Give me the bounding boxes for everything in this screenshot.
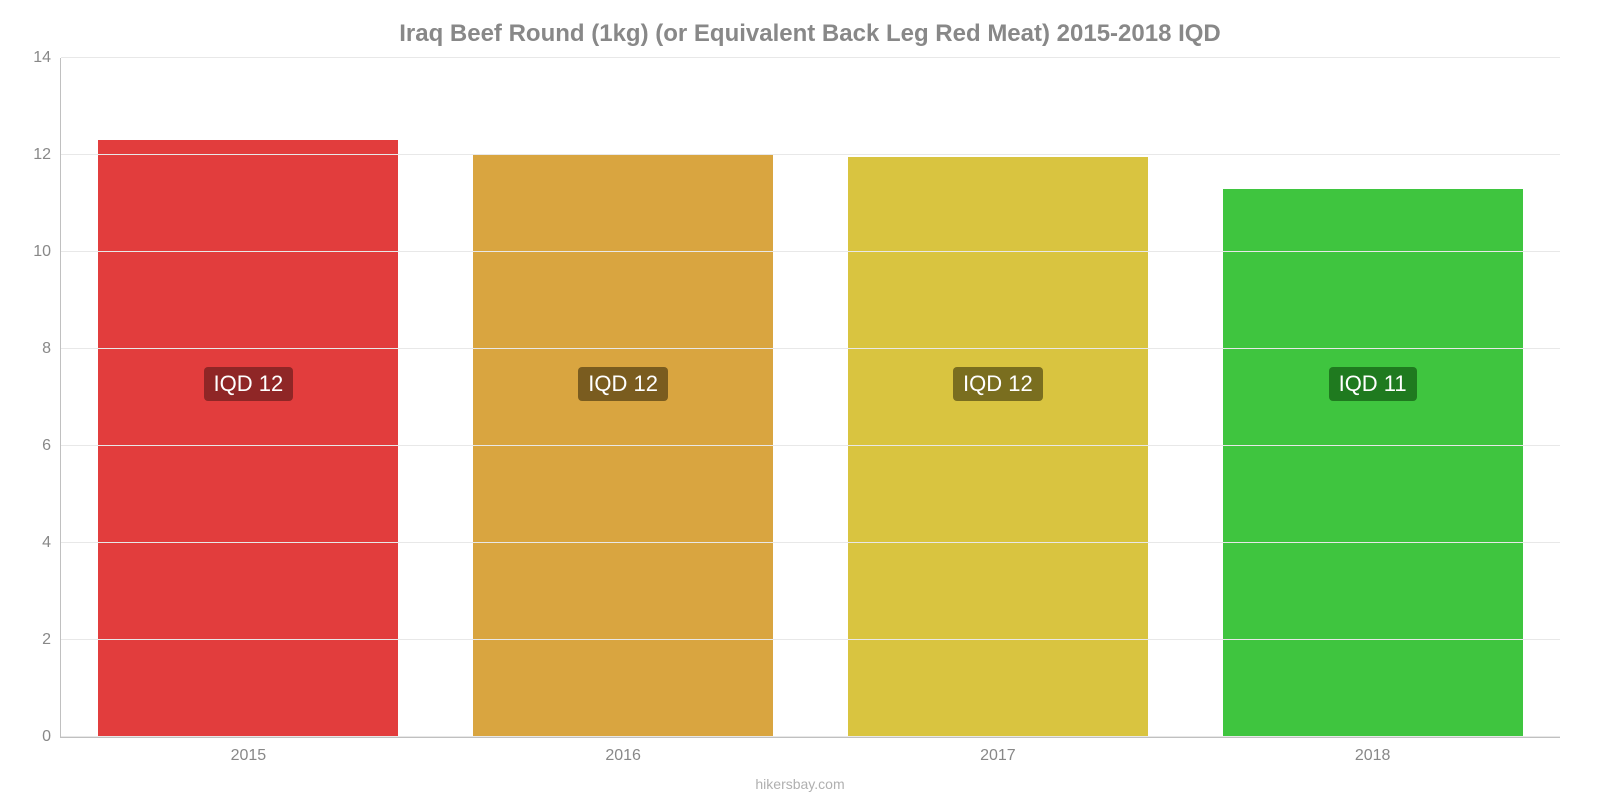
gridline: [61, 251, 1560, 252]
bar-slot: IQD 112018: [1185, 58, 1560, 737]
xtick-label: 2017: [980, 737, 1016, 765]
plot-area: IQD 122015IQD 122016IQD 122017IQD 112018…: [60, 58, 1560, 738]
ytick-label: 4: [42, 534, 61, 552]
bar: IQD 12: [848, 157, 1148, 737]
gridline: [61, 154, 1560, 155]
bar: IQD 11: [1223, 189, 1523, 737]
bar-value-label: IQD 12: [204, 367, 294, 401]
bar-value-label: IQD 11: [1329, 367, 1417, 401]
gridline: [61, 348, 1560, 349]
gridline: [61, 57, 1560, 58]
xtick-label: 2018: [1355, 737, 1391, 765]
gridline: [61, 736, 1560, 737]
chart-container: Iraq Beef Round (1kg) (or Equivalent Bac…: [0, 0, 1600, 800]
xtick-label: 2016: [605, 737, 641, 765]
ytick-label: 8: [42, 340, 61, 358]
ytick-label: 12: [33, 146, 61, 164]
bar-value-label: IQD 12: [953, 367, 1043, 401]
xtick-label: 2015: [231, 737, 267, 765]
ytick-label: 0: [42, 728, 61, 746]
ytick-label: 2: [42, 631, 61, 649]
bar-slot: IQD 122017: [811, 58, 1186, 737]
ytick-label: 6: [42, 437, 61, 455]
bar-value-label: IQD 12: [578, 367, 668, 401]
chart-title: Iraq Beef Round (1kg) (or Equivalent Bac…: [60, 20, 1560, 58]
bar: IQD 12: [473, 155, 773, 737]
ytick-label: 14: [33, 49, 61, 67]
bar: IQD 12: [98, 140, 398, 737]
chart-footer: hikersbay.com: [0, 776, 1600, 792]
ytick-label: 10: [33, 243, 61, 261]
bar-slot: IQD 122016: [436, 58, 811, 737]
gridline: [61, 542, 1560, 543]
gridline: [61, 445, 1560, 446]
gridline: [61, 639, 1560, 640]
bar-slot: IQD 122015: [61, 58, 436, 737]
bars-row: IQD 122015IQD 122016IQD 122017IQD 112018: [61, 58, 1560, 737]
